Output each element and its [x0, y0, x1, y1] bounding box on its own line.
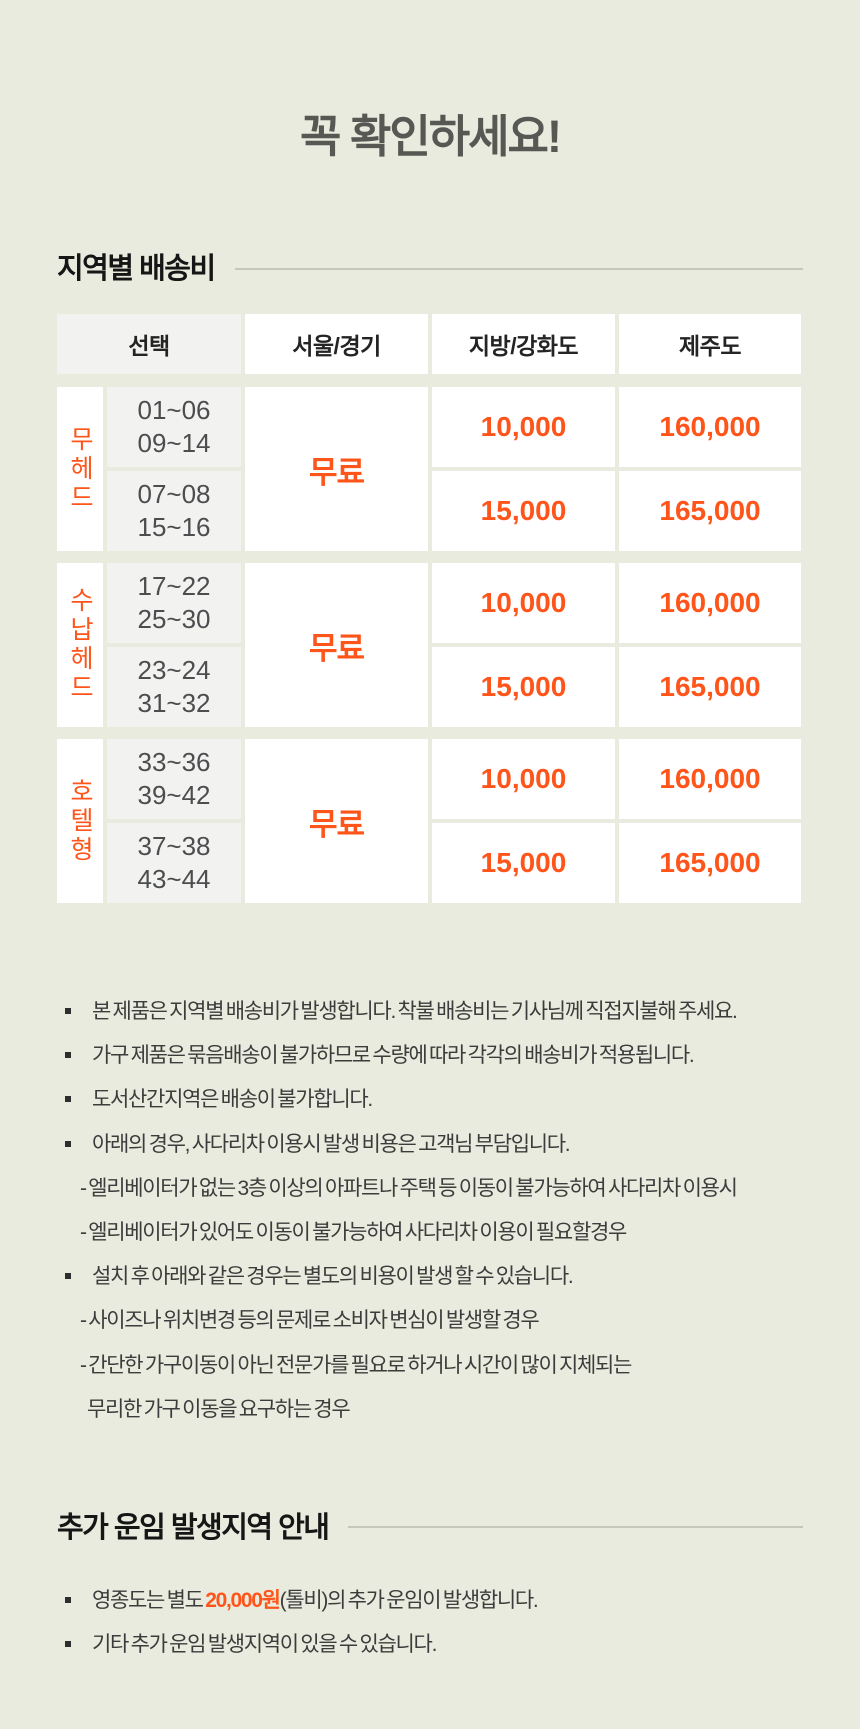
- local-fee-value: 15,000: [432, 471, 615, 551]
- note-item: - 간단한 가구이동이 아닌 전문가를 필요로 하거나 시간이 많이 지체되는: [57, 1353, 803, 1378]
- note-text: 영종도는 별도 20,000원(톨비)의 추가 운임이 발생합니다.: [92, 1588, 539, 1613]
- extra-fee-notes-list: 영종도는 별도 20,000원(톨비)의 추가 운임이 발생합니다. 기타 추가 …: [57, 1588, 803, 1657]
- note-text: 도서산간지역은 배송이 불가합니다.: [92, 1088, 373, 1112]
- local-fee-value: 10,000: [432, 563, 615, 643]
- size-range-line: 01~06: [137, 394, 211, 425]
- note-item: 무리한 가구 이동을 요구하는 경우: [57, 1397, 803, 1422]
- note-text: - 엘리베이터가 있어도 이동이 불가능하여 사다리차 이용이 필요할경우: [80, 1220, 627, 1244]
- shipping-fee-table-header: 선택 서울/경기 지방/강화도 제주도: [57, 314, 803, 374]
- size-range-cell: 17~22 25~30: [107, 563, 241, 643]
- note-text: - 간단한 가구이동이 아닌 전문가를 필요로 하거나 시간이 많이 지체되는: [80, 1353, 632, 1377]
- jeju-fee-value: 165,000: [619, 823, 801, 903]
- size-range-line: 15~16: [137, 512, 211, 542]
- table-header-cell: 선택: [57, 314, 241, 374]
- row-group-label: 무헤드: [57, 387, 103, 551]
- note-text: - 엘리베이터가 없는 3층 이상의 아파트나 주택 등 이동이 불가능하여 사…: [80, 1176, 738, 1200]
- shipping-notice-page: 꼭 확인하세요! 지역별 배송비 선택 서울/경기 지방/강화도 제주도 무헤드 무료 0…: [57, 111, 803, 1657]
- table-header-cell: 서울/경기: [245, 314, 428, 374]
- seoul-fee-value: 무료: [245, 563, 428, 727]
- heading-divider-line: [234, 267, 803, 270]
- size-range-line: 43~44: [137, 864, 211, 894]
- jeju-fee-value: 160,000: [619, 739, 801, 819]
- highlighted-fee-text: 20,000원: [205, 1588, 281, 1612]
- size-range-line: 31~32: [137, 688, 211, 718]
- size-range-line: 37~38: [137, 830, 211, 861]
- note-text: - 사이즈나 위치변경 등의 문제로 소비자 변심이 발생할 경우: [80, 1309, 540, 1333]
- square-bullet-icon: [65, 1596, 71, 1603]
- note-text-segment: 영종도는 별도: [92, 1588, 206, 1612]
- note-text-segment: (톨비)의 추가 운임이 발생합니다.: [279, 1588, 539, 1612]
- note-text: 기타 추가 운임 발생지역이 있을 수 있습니다.: [92, 1633, 437, 1657]
- shipping-notes-list: 본 제품은 지역별 배송비가 발생합니다. 착불 배송비는 기사님께 직접지불해…: [57, 999, 803, 1422]
- square-bullet-icon: [65, 1273, 71, 1280]
- note-text: 본 제품은 지역별 배송비가 발생합니다. 착불 배송비는 기사님께 직접지불해…: [92, 1000, 738, 1023]
- table-header-cell: 지방/강화도: [432, 314, 615, 374]
- square-bullet-icon: [65, 1096, 71, 1103]
- size-range-line: 23~24: [137, 654, 211, 685]
- shipping-fee-table-body: 무헤드 무료 01~06 09~14 10,000 160,000 07~08 15~16 15…: [57, 387, 803, 903]
- size-range-line: 33~36: [137, 746, 211, 777]
- size-range-line: 17~22: [137, 570, 211, 601]
- seoul-fee-value: 무료: [245, 739, 428, 903]
- note-item: 본 제품은 지역별 배송비가 발생합니다. 착불 배송비는 기사님께 직접지불해…: [57, 999, 803, 1024]
- heading-divider-line: [348, 1526, 803, 1529]
- size-range-line: 07~08: [137, 478, 211, 509]
- jeju-fee-value: 165,000: [619, 471, 801, 551]
- section-header-regional: 지역별 배송비: [57, 245, 803, 287]
- table-row-group: 수납헤드 무료 17~22 25~30 10,000 160,000 23~24 31~32 1…: [57, 563, 803, 727]
- size-range-cell: 37~38 43~44: [107, 823, 241, 903]
- square-bullet-icon: [65, 1052, 71, 1059]
- size-range-cell: 23~24 31~32: [107, 647, 241, 727]
- size-range-line: 39~42: [137, 780, 211, 810]
- square-bullet-icon: [65, 1140, 71, 1147]
- size-range-line: 09~14: [137, 428, 211, 458]
- note-item: 설치 후 아래와 같은 경우는 별도의 비용이 발생 할 수 있습니다.: [57, 1264, 803, 1289]
- note-text: 무리한 가구 이동을 요구하는 경우: [87, 1397, 351, 1421]
- page-title: 꼭 확인하세요!: [300, 111, 562, 162]
- jeju-fee-value: 160,000: [619, 563, 801, 643]
- size-range-cell: 33~36 39~42: [107, 739, 241, 819]
- note-text: 아래의 경우, 사다리차 이용시 발생 비용은 고객님 부담입니다.: [92, 1132, 571, 1156]
- local-fee-value: 15,000: [432, 647, 615, 727]
- size-range-line: 25~30: [137, 604, 211, 634]
- shipping-fee-table: 선택 서울/경기 지방/강화도 제주도 무헤드 무료 01~06 09~14 10,000 16…: [57, 314, 803, 903]
- extra-fee-section: 추가 운임 발생지역 안내 영종도는 별도 20,000원(톨비)의 추가 운임…: [57, 1504, 803, 1657]
- regional-shipping-section: 지역별 배송비 선택 서울/경기 지방/강화도 제주도 무헤드 무료 01~06 09~14…: [57, 245, 803, 1422]
- note-item: 가구 제품은 묶음배송이 불가하므로 수량에 따라 각각의 배송비가 적용됩니다…: [57, 1043, 803, 1068]
- local-fee-value: 15,000: [432, 823, 615, 903]
- note-item: - 사이즈나 위치변경 등의 문제로 소비자 변심이 발생할 경우: [57, 1308, 803, 1333]
- note-item: - 엘리베이터가 있어도 이동이 불가능하여 사다리차 이용이 필요할경우: [57, 1220, 803, 1245]
- note-item: - 엘리베이터가 없는 3층 이상의 아파트나 주택 등 이동이 불가능하여 사…: [57, 1176, 803, 1201]
- table-row-group: 무헤드 무료 01~06 09~14 10,000 160,000 07~08 15~16 15…: [57, 387, 803, 551]
- section-header-extra: 추가 운임 발생지역 안내: [57, 1504, 803, 1546]
- local-fee-value: 10,000: [432, 739, 615, 819]
- jeju-fee-value: 165,000: [619, 647, 801, 727]
- size-range-cell: 01~06 09~14: [107, 387, 241, 467]
- note-item: 아래의 경우, 사다리차 이용시 발생 비용은 고객님 부담입니다.: [57, 1132, 803, 1157]
- size-range-cell: 07~08 15~16: [107, 471, 241, 551]
- note-item: 영종도는 별도 20,000원(톨비)의 추가 운임이 발생합니다.: [57, 1588, 803, 1613]
- table-row-group: 호텔형 무료 33~36 39~42 10,000 160,000 37~38 43~44 15…: [57, 739, 803, 903]
- square-bullet-icon: [65, 1008, 71, 1014]
- extra-fee-heading: 추가 운임 발생지역 안내: [57, 1511, 330, 1544]
- jeju-fee-value: 160,000: [619, 387, 801, 467]
- square-bullet-icon: [65, 1641, 71, 1648]
- note-item: 기타 추가 운임 발생지역이 있을 수 있습니다.: [57, 1632, 803, 1657]
- note-text: 설치 후 아래와 같은 경우는 별도의 비용이 발생 할 수 있습니다.: [92, 1265, 574, 1289]
- note-text: 가구 제품은 묶음배송이 불가하므로 수량에 따라 각각의 배송비가 적용됩니다…: [92, 1044, 695, 1068]
- local-fee-value: 10,000: [432, 387, 615, 467]
- regional-shipping-heading: 지역별 배송비: [57, 253, 216, 285]
- table-header-cell: 제주도: [619, 314, 801, 374]
- note-item: 도서산간지역은 배송이 불가합니다.: [57, 1087, 803, 1112]
- seoul-fee-value: 무료: [245, 387, 428, 551]
- row-group-label: 수납헤드: [57, 563, 103, 727]
- row-group-label: 호텔형: [57, 739, 103, 903]
